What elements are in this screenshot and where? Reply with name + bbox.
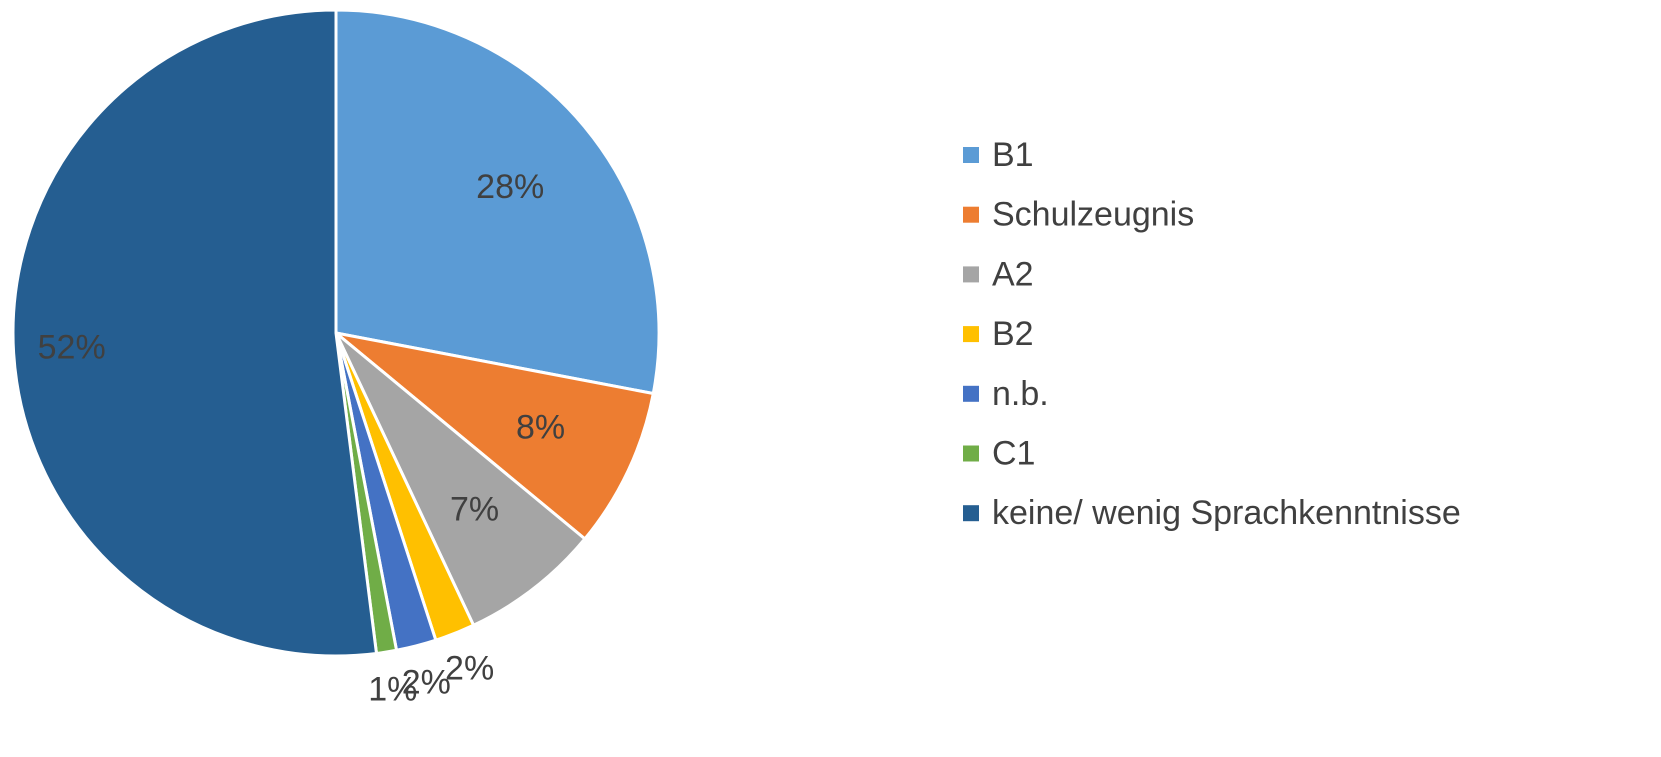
- legend-swatch: [963, 385, 979, 402]
- legend-swatch: [963, 206, 979, 223]
- legend-label: A2: [992, 255, 1034, 293]
- legend-label: C1: [992, 434, 1035, 472]
- legend-label: keine/ wenig Sprachkenntnisse: [992, 494, 1461, 532]
- legend-label: n.b.: [992, 375, 1049, 413]
- legend-label: Schulzeugnis: [992, 196, 1194, 234]
- pie-slice: [334, 8, 661, 396]
- legend-swatch: [963, 445, 979, 462]
- pie-slice: [11, 8, 379, 658]
- legend-swatch: [963, 326, 979, 343]
- legend-swatch: [963, 266, 979, 283]
- data-label: 2%: [402, 664, 451, 702]
- data-label: 8%: [516, 408, 565, 446]
- legend-label: B2: [992, 315, 1034, 353]
- data-label: 28%: [476, 168, 544, 206]
- data-label: 1%: [368, 671, 417, 709]
- data-label: 7%: [450, 491, 499, 529]
- legend-swatch: [963, 147, 979, 163]
- pie-slice: [334, 331, 587, 628]
- legend-label: B1: [992, 136, 1034, 174]
- pie-slice: [335, 331, 656, 542]
- data-label: 2%: [445, 649, 494, 687]
- legend-swatch: [963, 505, 979, 522]
- data-label: 52%: [38, 329, 106, 367]
